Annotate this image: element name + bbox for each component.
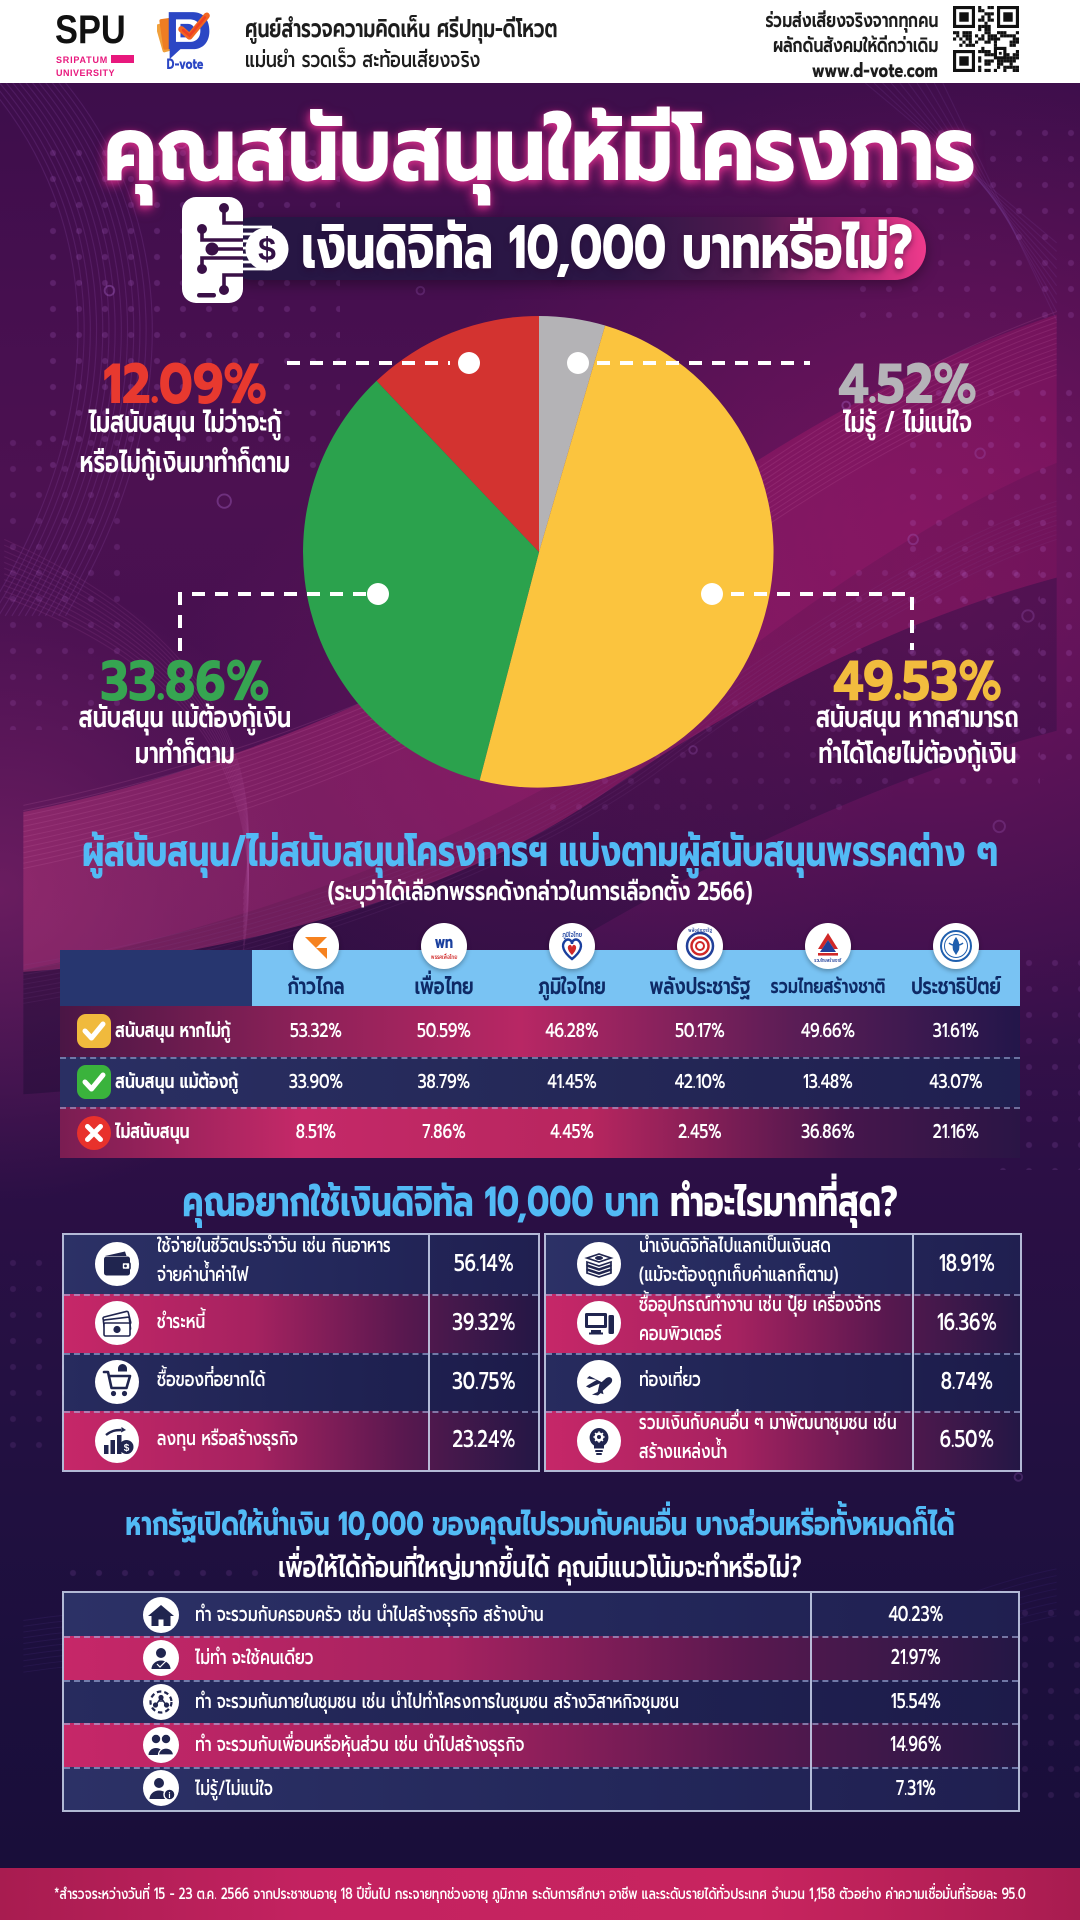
svg-text:พรรคเพื่อไทย: พรรคเพื่อไทย xyxy=(431,952,457,962)
svg-text:D-vote: D-vote xyxy=(167,54,205,73)
svg-text:i: i xyxy=(168,1791,170,1800)
svg-text:ภูมิใจไทย: ภูมิใจไทย xyxy=(562,929,582,940)
svg-text:รวมไทยสร้างชาติ: รวมไทยสร้างชาติ xyxy=(814,958,842,965)
svg-text:พท: พท xyxy=(435,930,453,956)
svg-text:$: $ xyxy=(258,231,276,267)
svg-text:พลังประชารัฐ: พลังประชารัฐ xyxy=(688,927,712,935)
svg-text:$: $ xyxy=(124,1443,130,1454)
